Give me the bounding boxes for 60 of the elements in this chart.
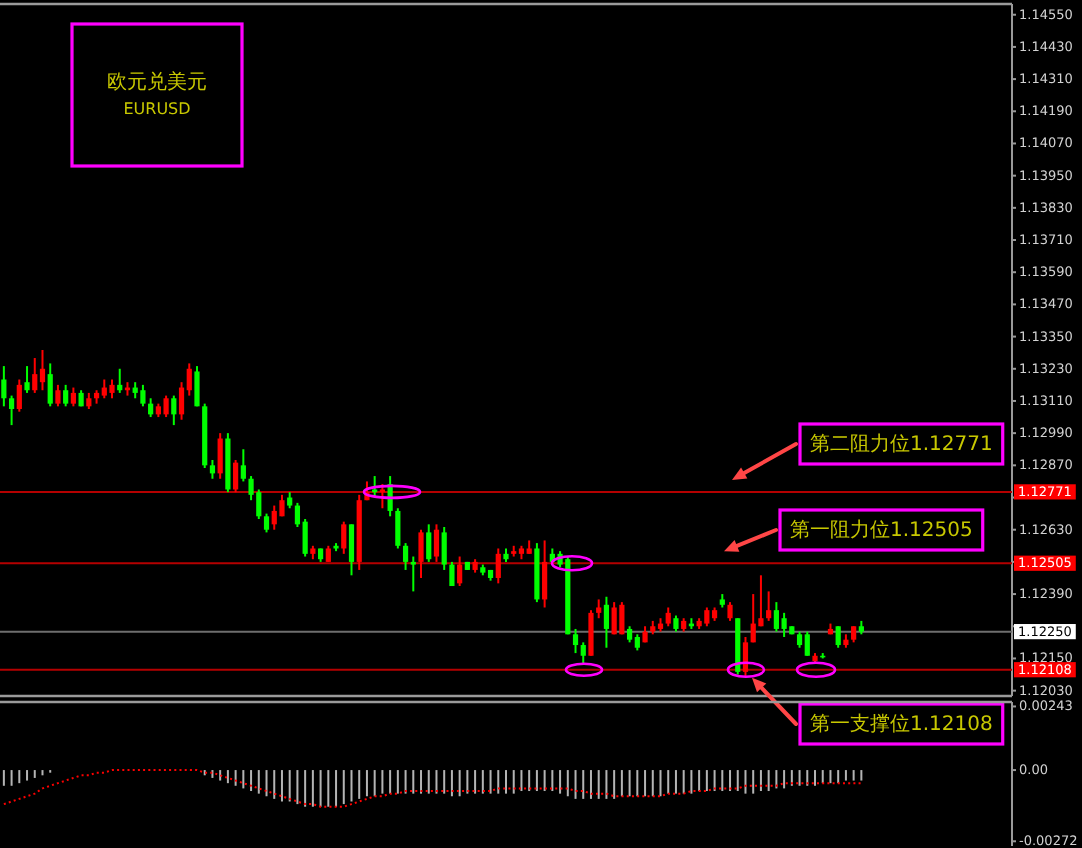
candlestick — [63, 383, 69, 408]
candlestick — [410, 555, 416, 593]
candlestick — [8, 394, 15, 427]
candlestick — [835, 625, 841, 649]
candlestick — [495, 547, 501, 585]
candlestick — [804, 630, 810, 657]
candlestick — [341, 520, 347, 555]
candlestick — [16, 378, 22, 413]
candlestick — [395, 507, 401, 550]
text: 欧元兑美元 — [107, 70, 207, 94]
candlestick — [727, 601, 733, 622]
candlestick — [596, 598, 602, 620]
candlestick — [32, 357, 38, 394]
candlestick — [603, 595, 610, 649]
candlestick — [418, 528, 424, 579]
candlestick — [572, 627, 579, 655]
candlestick — [449, 560, 455, 588]
candlestick — [665, 606, 671, 628]
candlestick — [781, 611, 787, 638]
candlestick — [402, 542, 409, 571]
candlestick — [441, 526, 447, 571]
candlestick — [163, 394, 169, 419]
candlestick — [24, 365, 30, 394]
candlestick — [742, 635, 749, 679]
candlestick — [348, 523, 355, 577]
candlestick — [588, 609, 594, 657]
candlestick — [140, 383, 146, 408]
candlestick — [47, 362, 53, 408]
annotation: 第一阻力位1.12505 — [790, 518, 973, 542]
candlestick — [1, 365, 7, 408]
candlestick — [611, 601, 617, 636]
candlestick — [171, 394, 177, 427]
candlestick — [39, 349, 46, 392]
candlestick — [433, 523, 440, 563]
candlestick — [217, 432, 223, 480]
candlestick — [379, 483, 385, 510]
candlestick — [750, 593, 756, 644]
annotation: 第二阻力位1.12771 — [810, 432, 993, 456]
candlestick — [70, 386, 76, 408]
candlestick — [773, 601, 779, 633]
candlestick — [580, 641, 586, 665]
candlestick — [372, 475, 378, 499]
candlestick — [619, 601, 625, 636]
candlestick — [209, 458, 216, 480]
candlestick — [101, 378, 107, 400]
candlestick — [194, 365, 200, 408]
candlestick — [240, 448, 246, 483]
candlestick — [426, 523, 432, 563]
candlestick — [233, 458, 239, 494]
candlestick — [263, 512, 270, 534]
candlestick — [542, 539, 548, 609]
candlestick — [704, 606, 710, 628]
text: EURUSD — [123, 100, 191, 118]
candlestick — [109, 378, 115, 400]
candlestick — [55, 383, 61, 408]
candlestick — [271, 504, 277, 531]
annotation: 第一支撑位1.12108 — [810, 712, 993, 736]
candlestick — [766, 590, 772, 622]
candlestick — [457, 555, 463, 588]
line-series — [2, 769, 863, 808]
